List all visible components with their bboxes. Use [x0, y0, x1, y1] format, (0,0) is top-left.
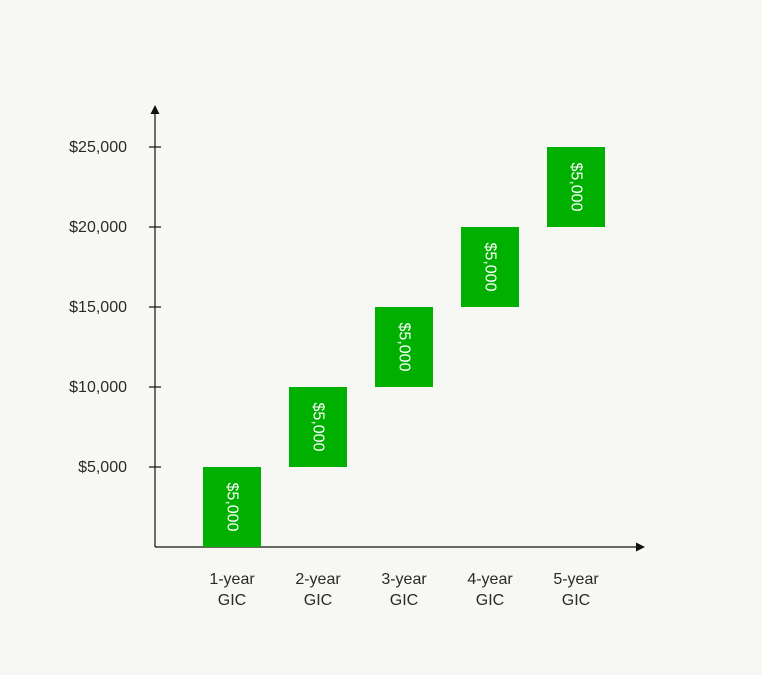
x-category-label: 4-year: [467, 571, 513, 588]
x-category-label: 5-year: [553, 571, 599, 588]
bar-value-label: $5,000: [224, 483, 241, 532]
x-category-label: 2-year: [295, 571, 341, 588]
bar: [289, 387, 347, 467]
bar-value-label: $5,000: [482, 243, 499, 292]
y-tick-label: $20,000: [69, 219, 127, 236]
bars: $5,000 $5,000 $5,000 $5,000 $5,000: [203, 147, 605, 547]
y-tick-label: $25,000: [69, 139, 127, 156]
bar: [375, 307, 433, 387]
bar: [203, 467, 261, 547]
x-category-label: GIC: [476, 592, 504, 609]
x-category-label: GIC: [390, 592, 418, 609]
x-category-label: GIC: [562, 592, 590, 609]
x-category-label: 1-year: [209, 571, 255, 588]
bar-value-label: $5,000: [396, 323, 413, 372]
y-tick-label: $5,000: [78, 459, 127, 476]
y-axis-arrow-icon: [150, 105, 160, 114]
x-category-label: GIC: [218, 592, 246, 609]
x-axis-arrow-icon: [636, 542, 645, 552]
bar: [547, 147, 605, 227]
x-category-label: 3-year: [381, 571, 427, 588]
x-category-label: GIC: [304, 592, 332, 609]
bar-value-label: $5,000: [568, 163, 585, 212]
x-axis-categories: 1-year GIC 2-year GIC 3-year GIC 4-year GIC 5-ye…: [209, 571, 599, 609]
y-axis-ticks: $5,000 $10,000 $15,000 $20,000 $25,000: [69, 139, 161, 476]
bar-value-label: $5,000: [310, 403, 327, 452]
bar: [461, 227, 519, 307]
y-tick-label: $15,000: [69, 299, 127, 316]
y-tick-label: $10,000: [69, 379, 127, 396]
